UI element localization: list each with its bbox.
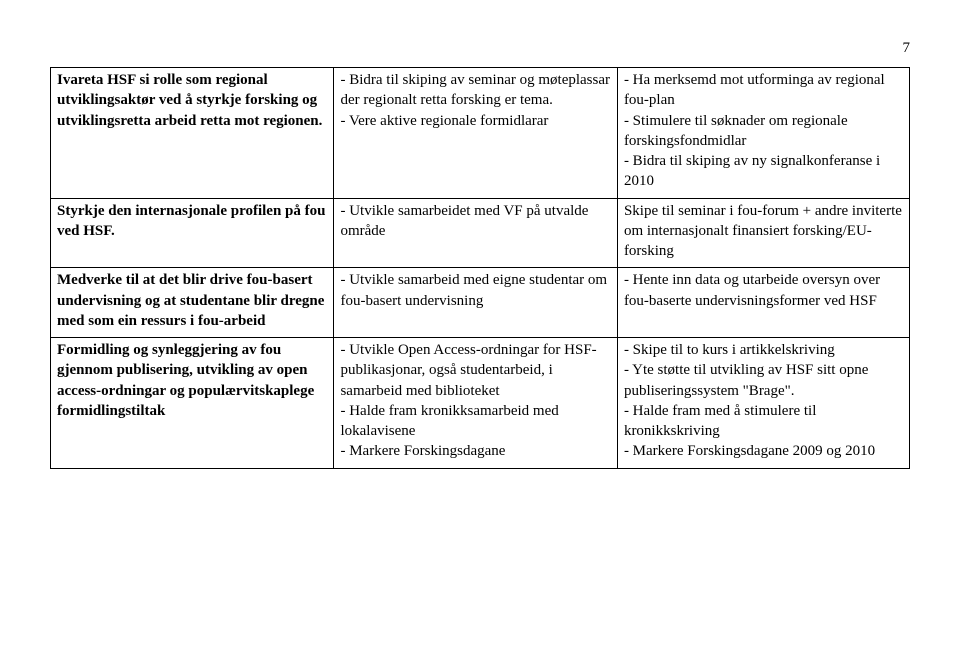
cell-right: - Ha merksemd mot utforminga av regional…	[617, 68, 909, 199]
table-row: Ivareta HSF si rolle som regional utvikl…	[51, 68, 910, 199]
content-table: Ivareta HSF si rolle som regional utvikl…	[50, 67, 910, 469]
cell-mid: - Bidra til skiping av seminar og møtepl…	[334, 68, 617, 199]
cell-mid: - Utvikle samarbeidet med VF på utvalde …	[334, 198, 617, 268]
cell-right: - Hente inn data og utarbeide oversyn ov…	[617, 268, 909, 338]
table-row: Formidling og synleggjering av fou gjenn…	[51, 338, 910, 469]
cell-left: Medverke til at det blir drive fou-baser…	[51, 268, 334, 338]
cell-mid: - Utvikle samarbeid med eigne studentar …	[334, 268, 617, 338]
page-number: 7	[50, 40, 910, 57]
cell-left: Styrkje den internasjonale profilen på f…	[51, 198, 334, 268]
cell-mid: - Utvikle Open Access-ordningar for HSF-…	[334, 338, 617, 469]
table-row: Medverke til at det blir drive fou-baser…	[51, 268, 910, 338]
cell-left: Formidling og synleggjering av fou gjenn…	[51, 338, 334, 469]
cell-right: Skipe til seminar i fou-forum + andre in…	[617, 198, 909, 268]
cell-left: Ivareta HSF si rolle som regional utvikl…	[51, 68, 334, 199]
cell-right: - Skipe til to kurs i artikkelskriving- …	[617, 338, 909, 469]
table-row: Styrkje den internasjonale profilen på f…	[51, 198, 910, 268]
